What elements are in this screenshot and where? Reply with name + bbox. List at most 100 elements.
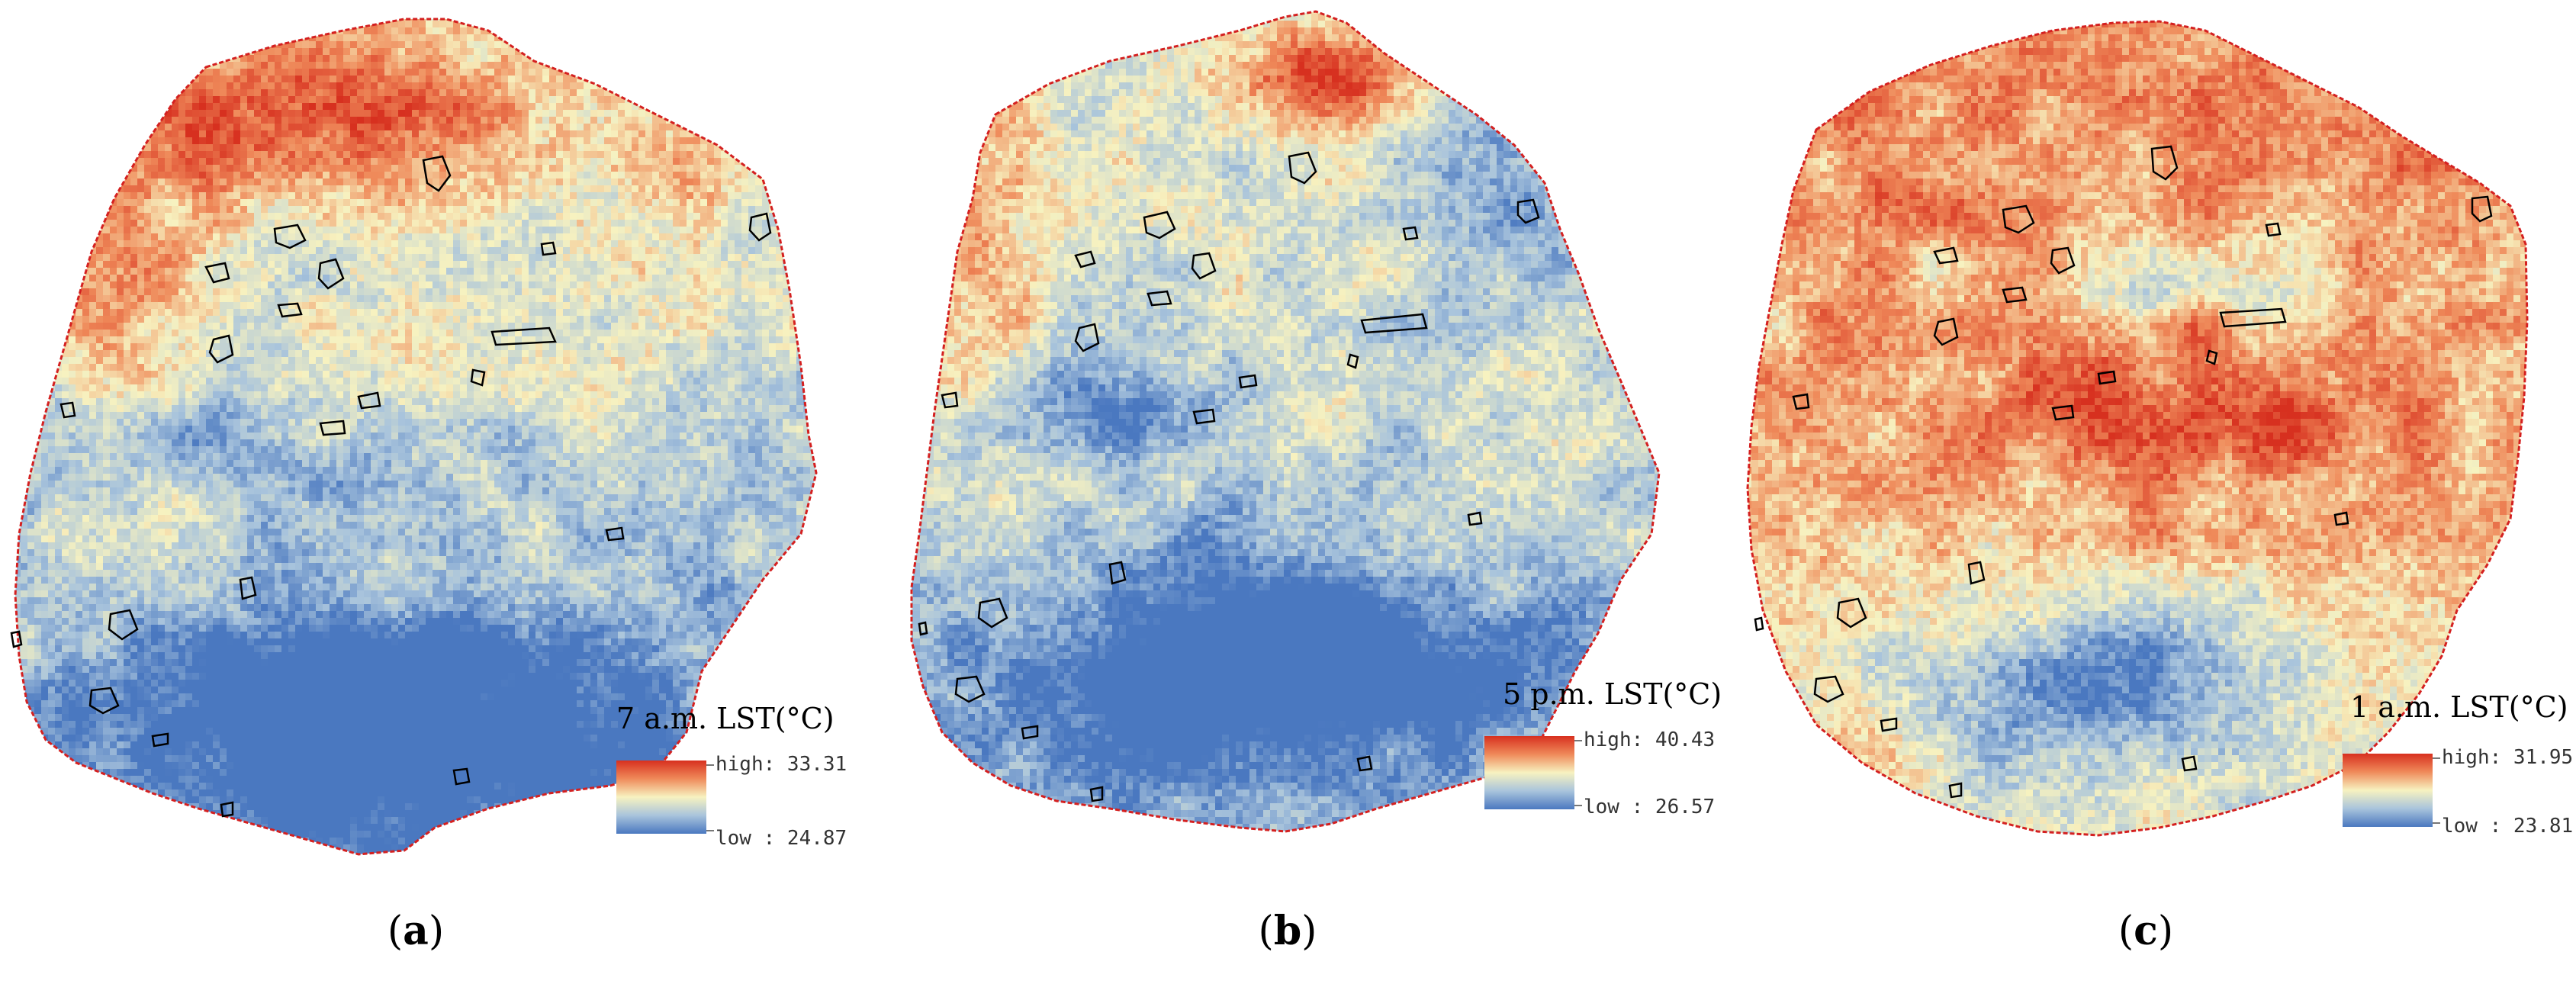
lst-pixel: [844, 185, 852, 193]
lst-pixel: [391, 41, 399, 49]
lst-pixel: [790, 165, 797, 172]
lst-pixel: [82, 117, 90, 124]
lst-pixel: [178, 178, 186, 186]
lst-pixel: [330, 172, 337, 179]
lst-pixel: [439, 261, 447, 269]
lst-pixel: [700, 19, 708, 21]
lst-pixel: [110, 137, 117, 145]
lst-pixel: [783, 27, 790, 35]
lst-pixel: [803, 89, 811, 97]
lst-pixel: [529, 69, 536, 76]
lst-pixel: [103, 185, 111, 193]
lst-pixel: [590, 41, 598, 49]
lst-pixel: [130, 261, 138, 269]
lst-pixel: [172, 7, 179, 14]
lst-pixel: [611, 7, 619, 14]
lst-pixel: [48, 110, 56, 117]
lst-pixel: [275, 220, 282, 227]
lst-pixel: [117, 34, 124, 42]
lst-pixel: [741, 96, 749, 104]
lst-pixel: [851, 110, 858, 117]
lst-pixel: [707, 261, 715, 269]
lst-pixel: [577, 137, 584, 145]
lst-pixel: [645, 96, 653, 104]
lst-pixel: [62, 48, 69, 56]
lst-pixel: [824, 41, 831, 49]
lst-pixel: [632, 137, 639, 145]
lst-pixel: [96, 96, 104, 104]
lst-pixel: [556, 21, 564, 28]
lst-pixel: [82, 69, 90, 76]
lst-pixel: [735, 137, 742, 145]
lst-pixel: [577, 185, 584, 193]
lst-pixel: [728, 0, 735, 8]
lst-pixel: [851, 240, 858, 248]
lst-pixel: [618, 110, 626, 117]
lst-pixel: [378, 247, 385, 255]
lst-pixel: [687, 192, 694, 200]
lst-pixel: [590, 254, 598, 262]
lst-pixel: [721, 158, 728, 166]
lst-pixel: [542, 233, 550, 241]
lst-pixel: [783, 96, 790, 104]
lst-pixel: [515, 247, 523, 255]
lst-pixel: [632, 96, 639, 104]
lst-pixel: [625, 110, 632, 117]
lst-pixel: [810, 41, 816, 49]
lst-pixel: [817, 21, 825, 28]
lst-pixel: [680, 89, 687, 97]
lst-pixel: [21, 240, 28, 248]
lst-pixel: [796, 144, 804, 152]
lst-pixel: [247, 247, 255, 255]
lst-pixel: [357, 227, 365, 234]
lst-pixel: [652, 27, 660, 35]
lst-pixel: [728, 144, 735, 152]
lst-pixel: [137, 82, 145, 90]
lst-pixel: [275, 48, 282, 56]
lst-pixel: [240, 137, 248, 145]
lst-pixel: [178, 192, 186, 200]
lst-pixel: [851, 117, 858, 124]
lst-pixel: [316, 89, 323, 97]
lst-pixel: [275, 103, 282, 111]
lst-pixel: [659, 7, 667, 14]
lst-pixel: [748, 233, 756, 241]
lst-pixel: [336, 48, 344, 56]
lst-pixel: [769, 240, 777, 248]
lst-pixel: [247, 76, 255, 83]
lst-pixel: [21, 151, 28, 159]
lst-pixel: [82, 62, 90, 69]
lst-pixel: [96, 137, 104, 145]
lst-pixel: [426, 158, 433, 166]
lst-pixel: [206, 185, 214, 193]
lst-pixel: [192, 137, 200, 145]
lst-pixel: [21, 220, 28, 227]
lst-pixel: [55, 261, 63, 269]
lst-pixel: [645, 124, 653, 131]
lst-pixel: [220, 110, 227, 117]
lst-pixel: [707, 103, 715, 111]
lst-pixel: [7, 137, 14, 145]
lst-pixel: [638, 172, 646, 179]
lst-pixel: [529, 151, 536, 159]
lst-pixel: [556, 69, 564, 76]
lst-pixel: [460, 103, 468, 111]
lst-pixel: [604, 261, 612, 269]
lst-pixel: [755, 254, 763, 262]
lst-pixel: [240, 96, 248, 104]
lst-pixel: [590, 213, 598, 220]
lst-pixel: [27, 213, 35, 220]
lst-pixel: [549, 206, 557, 214]
lst-pixel: [693, 103, 701, 111]
lst-pixel: [549, 178, 557, 186]
lst-pixel: [542, 247, 550, 255]
lst-pixel: [82, 172, 90, 179]
lst-pixel: [336, 240, 344, 248]
lst-pixel: [673, 62, 680, 69]
lst-pixel: [522, 199, 529, 207]
lst-pixel: [687, 27, 694, 35]
lst-pixel: [419, 220, 426, 227]
lst-pixel: [295, 19, 303, 21]
lst-pixel: [103, 130, 111, 138]
lst-pixel: [597, 41, 605, 49]
